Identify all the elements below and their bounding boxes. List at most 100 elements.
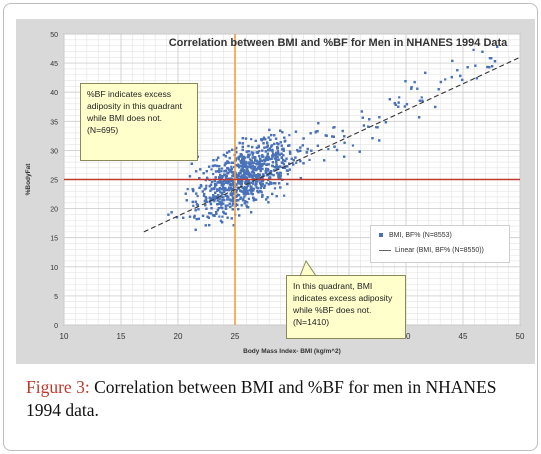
data-point xyxy=(202,194,206,197)
data-point xyxy=(472,48,475,51)
data-point xyxy=(194,228,197,231)
data-point xyxy=(239,196,243,199)
data-point xyxy=(234,157,238,160)
data-point xyxy=(235,190,238,194)
data-point xyxy=(333,126,336,129)
data-point xyxy=(220,201,223,204)
data-point xyxy=(235,183,238,186)
data-point xyxy=(186,188,189,191)
data-point xyxy=(203,188,206,191)
data-point xyxy=(378,139,381,142)
data-point xyxy=(232,224,235,227)
data-point xyxy=(254,139,257,143)
data-point xyxy=(292,163,295,166)
data-point xyxy=(245,160,248,164)
data-point xyxy=(397,101,400,104)
data-point xyxy=(220,194,223,198)
data-point xyxy=(224,194,227,197)
data-point xyxy=(208,211,211,215)
data-point xyxy=(231,171,234,174)
data-point xyxy=(251,188,254,191)
data-point xyxy=(268,176,272,179)
data-point xyxy=(276,171,279,175)
data-point xyxy=(191,188,194,191)
data-point xyxy=(421,99,424,102)
data-point xyxy=(218,188,221,192)
data-point xyxy=(223,170,226,173)
data-point xyxy=(226,161,230,164)
data-point xyxy=(242,192,245,195)
data-point xyxy=(254,198,257,201)
data-point xyxy=(384,121,388,124)
data-point xyxy=(195,217,198,221)
data-point xyxy=(223,188,226,191)
data-point xyxy=(253,166,257,169)
data-point xyxy=(262,173,265,176)
data-point xyxy=(228,150,231,153)
data-point xyxy=(266,168,269,171)
data-point xyxy=(333,145,336,148)
data-point xyxy=(222,153,226,157)
data-point xyxy=(376,126,379,129)
data-point xyxy=(264,156,268,160)
data-point xyxy=(246,179,250,183)
data-point xyxy=(267,156,270,159)
data-point xyxy=(199,168,202,171)
data-point xyxy=(252,199,255,202)
data-point xyxy=(277,158,280,161)
data-point xyxy=(250,138,253,141)
data-point xyxy=(247,192,250,195)
data-point xyxy=(451,59,454,63)
data-point xyxy=(273,142,276,146)
data-point xyxy=(222,212,226,215)
data-point xyxy=(225,194,229,198)
data-point xyxy=(265,167,268,171)
data-point xyxy=(253,167,256,170)
data-point xyxy=(182,216,185,219)
data-point xyxy=(255,181,258,184)
data-point xyxy=(261,179,264,183)
data-point xyxy=(268,148,271,151)
data-point xyxy=(201,214,205,217)
data-point xyxy=(193,214,196,218)
data-point xyxy=(217,156,220,159)
data-point xyxy=(271,148,274,152)
data-point xyxy=(241,142,244,145)
data-point xyxy=(269,145,273,148)
data-point xyxy=(225,151,229,154)
data-point xyxy=(175,216,179,219)
data-point xyxy=(232,185,235,188)
data-point xyxy=(234,159,238,162)
data-point xyxy=(193,216,196,219)
data-point xyxy=(362,124,366,127)
data-point xyxy=(230,167,234,171)
data-point xyxy=(302,137,305,140)
data-point xyxy=(235,189,238,192)
data-point xyxy=(221,215,224,218)
data-point xyxy=(209,189,212,192)
data-point xyxy=(240,170,243,173)
data-point xyxy=(248,164,252,167)
data-point xyxy=(242,197,245,200)
data-point xyxy=(360,110,364,113)
data-point xyxy=(250,181,253,184)
data-point xyxy=(185,199,188,202)
data-point xyxy=(268,171,271,174)
data-point xyxy=(235,174,238,177)
data-point xyxy=(256,151,260,154)
data-point xyxy=(219,202,222,205)
data-point xyxy=(259,158,262,161)
data-point xyxy=(297,150,300,153)
data-point xyxy=(283,136,286,139)
data-point xyxy=(434,105,437,109)
data-point xyxy=(230,165,233,168)
data-point xyxy=(199,184,203,187)
data-point xyxy=(251,164,254,167)
data-point xyxy=(237,207,240,211)
data-point xyxy=(279,174,282,178)
data-point xyxy=(270,144,274,147)
data-point xyxy=(314,131,317,134)
data-point xyxy=(358,150,361,153)
data-point xyxy=(257,165,260,169)
data-point xyxy=(205,184,208,187)
